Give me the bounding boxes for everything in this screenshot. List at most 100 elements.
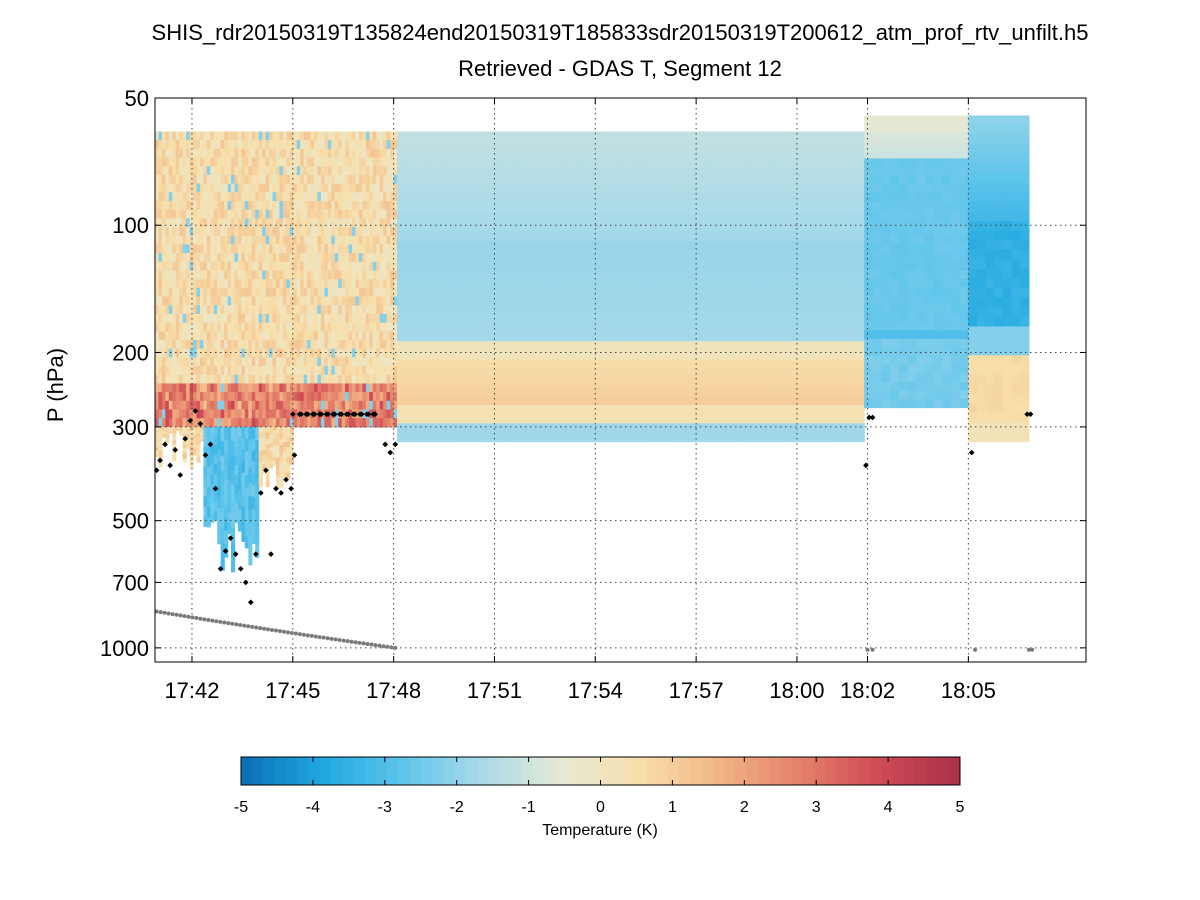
heatmap-cell (234, 131, 239, 141)
heatmap-cell (386, 331, 391, 341)
heatmap-cell (255, 183, 260, 193)
heatmap-cell (797, 277, 807, 288)
heatmap-cell (822, 295, 832, 306)
heatmap-cell (772, 268, 782, 278)
heatmap-cell (455, 250, 465, 260)
heatmap-cell (881, 287, 891, 297)
heatmap-cell (390, 209, 395, 219)
heatmap-cell (237, 458, 243, 470)
heatmap-cell (241, 200, 246, 211)
heatmap-cell (547, 423, 557, 434)
heatmap-cell (747, 195, 757, 206)
heatmap-cell (405, 204, 415, 215)
heatmap-cell (210, 253, 215, 263)
heatmap-cell (265, 244, 270, 254)
heatmap-cell (438, 313, 448, 324)
heatmap-cell (647, 195, 657, 206)
heatmap-cell (269, 313, 274, 324)
heatmap-cell (563, 213, 573, 224)
heatmap-cell (165, 400, 170, 411)
heatmap-cell (538, 186, 548, 196)
heatmap-cell (179, 174, 184, 185)
heatmap-cell (244, 374, 249, 385)
heatmap-cell (234, 383, 239, 393)
heatmap-cell (822, 323, 832, 333)
heatmap-cell (172, 357, 177, 367)
heatmap-cell (855, 432, 865, 443)
heatmap-cell (172, 253, 177, 263)
heatmap-cell (231, 409, 236, 419)
heatmap-cell (175, 279, 180, 289)
heatmap-cell (262, 392, 267, 402)
heatmap-cell (234, 157, 239, 167)
heatmap-cell (175, 339, 180, 350)
heatmap-cell (513, 286, 523, 297)
heatmap-cell (258, 409, 263, 419)
heatmap-cell (580, 167, 590, 178)
heatmap-cell (638, 195, 648, 206)
heatmap-cell (383, 174, 388, 185)
heatmap-cell (890, 209, 900, 220)
heatmap-cell (338, 383, 343, 393)
heatmap-cell (241, 148, 246, 159)
heatmap-cell (282, 456, 287, 463)
heatmap-cell (379, 140, 384, 150)
heatmap-cell (383, 383, 388, 393)
heatmap-cell (680, 286, 690, 297)
heatmap-cell (217, 485, 222, 498)
heatmap-cell (890, 356, 900, 366)
heatmap-cell (251, 383, 256, 393)
heatmap-cell (730, 222, 740, 233)
heatmap-cell (472, 277, 482, 288)
heatmap-cell (334, 192, 339, 202)
heatmap-cell (455, 204, 465, 215)
heatmap-cell (161, 235, 166, 246)
heatmap-cell (300, 166, 305, 176)
heatmap-cell (282, 357, 287, 367)
heatmap-cell (405, 377, 415, 388)
heatmap-cell (680, 231, 690, 242)
heatmap-cell (405, 158, 415, 169)
heatmap-cell (663, 395, 673, 406)
heatmap-cell (855, 341, 865, 351)
heatmap-cell (422, 268, 431, 278)
heatmap-cell (269, 157, 274, 167)
heatmap-cell (680, 341, 690, 351)
heatmap-cell (265, 192, 270, 202)
heatmap-cell (251, 305, 256, 315)
heatmap-cell (933, 132, 943, 142)
heatmap-cell (220, 131, 225, 141)
heatmap-cell (680, 186, 690, 196)
heatmap-cell (272, 296, 277, 306)
heatmap-cell (327, 357, 332, 367)
heatmap-cell (293, 192, 298, 202)
heatmap-cell (438, 295, 448, 306)
heatmap-cell (272, 366, 277, 376)
heatmap-cell (269, 409, 274, 419)
heatmap-cell (272, 305, 277, 315)
heatmap-cell (488, 277, 498, 288)
heatmap-cell (864, 270, 874, 280)
heatmap-cell (396, 149, 406, 160)
heatmap-cell (622, 167, 632, 178)
heatmap-cell (352, 322, 357, 332)
heatmap-cell (638, 341, 648, 351)
heatmap-cell (864, 373, 874, 383)
heatmap-cell (314, 339, 319, 350)
heatmap-cell (341, 131, 346, 141)
heatmap-cell (345, 400, 350, 411)
heatmap-cell (262, 450, 267, 456)
heatmap-cell (376, 313, 381, 324)
heatmap-cell (286, 447, 291, 453)
heatmap-cell (314, 322, 319, 332)
heatmap-cell (199, 322, 204, 332)
heatmap-cell (613, 423, 623, 434)
heatmap-cell (158, 174, 163, 185)
heatmap-cell (463, 259, 473, 269)
heatmap-cell (855, 323, 865, 333)
heatmap-cell (241, 235, 246, 246)
heatmap-cell (244, 487, 249, 501)
heatmap-cell (789, 332, 799, 342)
heatmap-cell (898, 287, 909, 297)
